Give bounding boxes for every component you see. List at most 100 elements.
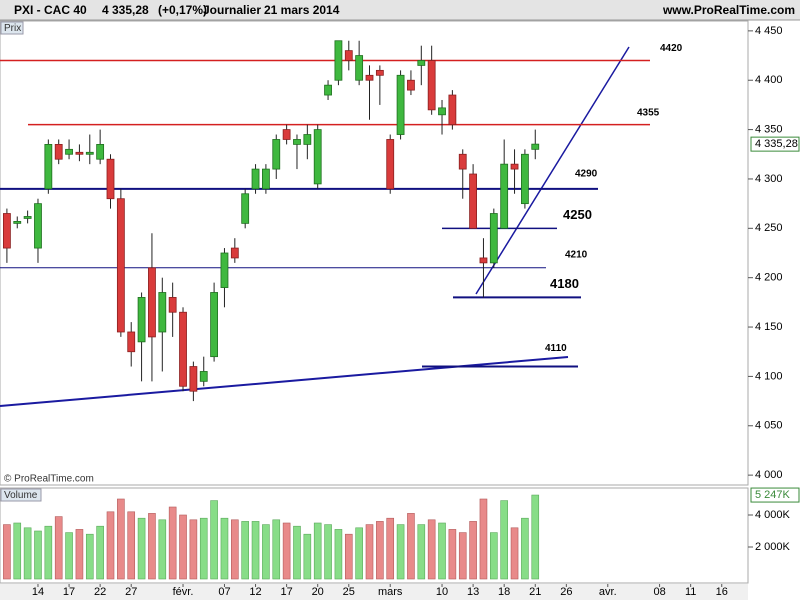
volume-bar [344, 533, 353, 580]
volume-bar [438, 522, 446, 580]
trend-line [0, 356, 569, 407]
volume-bar [479, 498, 488, 580]
candle-body [365, 74, 374, 81]
volume-bar [231, 519, 239, 580]
x-tick-label: 10 [436, 586, 448, 598]
candle-body [293, 139, 301, 145]
x-tick-label: 26 [560, 586, 572, 598]
candle-body [396, 74, 405, 135]
x-tick-label: 25 [343, 586, 355, 598]
y-tick-label: 4 000K [755, 509, 791, 521]
volume-bar [54, 516, 63, 580]
panel-tag [0, 21, 24, 35]
candle-body [34, 203, 42, 249]
level-label: 4290 [575, 168, 598, 179]
candle-body [44, 144, 53, 190]
level-label: 4250 [563, 207, 592, 222]
candle-body [148, 267, 156, 338]
change: (+0,17%) [158, 3, 207, 17]
last-price-box [750, 136, 800, 152]
volume-bar [490, 532, 498, 580]
x-tick-label: 14 [32, 586, 44, 598]
candle-body [65, 148, 73, 155]
candle-body [23, 216, 32, 219]
candle-body [531, 143, 540, 150]
volume-bar [179, 514, 187, 580]
candle-body [272, 139, 281, 170]
level-label: 4180 [550, 276, 579, 291]
volume-bar [417, 524, 426, 580]
candle-body [3, 213, 11, 249]
candle-body [54, 144, 63, 160]
volume-bar [210, 500, 218, 580]
panel-tag [0, 488, 42, 502]
volume-bar [199, 517, 208, 580]
header-bar [0, 0, 800, 20]
candle-body [199, 371, 208, 382]
date: 21 mars 2014 [264, 3, 340, 17]
volume-bar [137, 517, 146, 580]
level-label: 4110 [545, 343, 567, 354]
last-volume-box [750, 487, 800, 503]
candle-body [303, 134, 312, 145]
candle-body [168, 297, 177, 313]
y-tick-label: 4 100 [755, 370, 783, 382]
last-price: 4 335,28 [102, 3, 149, 17]
candle-body [13, 221, 22, 224]
volume-bar [148, 513, 156, 580]
volume-bar [75, 529, 84, 580]
candle-body [489, 213, 498, 264]
volume-bar [158, 519, 167, 580]
volume-bar [531, 494, 540, 580]
volume-bar [251, 521, 260, 580]
level-label: 4210 [565, 249, 588, 260]
x-axis-band [0, 584, 748, 600]
volume-bar [241, 521, 249, 580]
candle-body [220, 252, 229, 288]
candle-body [241, 193, 250, 224]
x-tick-label: 21 [529, 586, 541, 598]
x-tick-label: 16 [716, 586, 728, 598]
volume-bar [427, 519, 436, 580]
candle-body [334, 40, 343, 81]
x-tick-label: 20 [312, 586, 324, 598]
x-tick-label: 22 [94, 586, 106, 598]
last-price-label: 4 335,28 [755, 138, 798, 150]
candle-body [469, 173, 478, 229]
candle-body [324, 84, 332, 96]
last-volume-label: 5 247K [755, 489, 791, 501]
volume-bar [324, 524, 332, 580]
volume-bar [313, 522, 322, 580]
volume-bar [303, 533, 312, 580]
volume-bar [376, 521, 384, 580]
y-tick-label: 4 450 [755, 25, 783, 37]
y-tick-label: 2 000K [755, 541, 791, 553]
candle-body [386, 139, 395, 190]
x-tick-label: 27 [125, 586, 137, 598]
y-tick-label: 4 200 [755, 272, 783, 284]
volume-bar [106, 511, 115, 580]
candle-body [261, 168, 270, 190]
candle-body [85, 151, 94, 155]
x-tick-label: 08 [653, 586, 665, 598]
candle-body [500, 163, 509, 229]
level-label: 4420 [660, 43, 683, 54]
trend-line [475, 46, 630, 295]
y-tick-label: 4 050 [755, 420, 783, 432]
instrument: PXI - CAC 40 [14, 3, 87, 17]
volume-bar [168, 506, 177, 580]
candle-body [427, 60, 436, 111]
volume-bar [262, 524, 270, 580]
candle-body [158, 292, 167, 333]
candle-body [407, 79, 415, 91]
candle-body [313, 129, 322, 185]
panel-label: Prix [4, 23, 21, 34]
site[interactable]: www.ProRealTime.com [662, 3, 795, 17]
volume-bar [220, 517, 229, 580]
volume-bar [13, 522, 22, 580]
y-tick-label: 4 350 [755, 124, 783, 136]
x-tick-label: mars [378, 586, 403, 598]
x-tick-label: 13 [467, 586, 479, 598]
y-tick-label: 4 400 [755, 74, 783, 86]
